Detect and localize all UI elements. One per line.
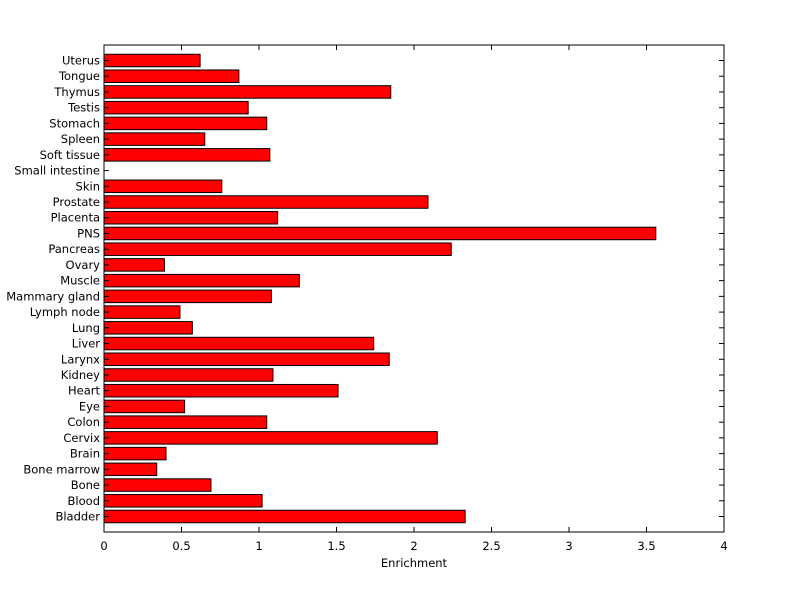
bar-uterus <box>103 53 201 68</box>
bar-cervix <box>103 431 438 445</box>
y-tick-label-colon: Colon <box>67 415 100 429</box>
y-tick-label-testis: Testis <box>67 101 100 115</box>
y-tick-label-mammary-gland: Mammary gland <box>6 289 100 303</box>
y-tick-label-bladder: Bladder <box>55 510 100 524</box>
y-tick-label-uterus: Uterus <box>62 54 100 68</box>
bar-bladder <box>103 509 466 524</box>
x-tick-label-2: 1 <box>255 539 262 553</box>
bar-testis <box>103 100 249 115</box>
x-tick-label-0: 0 <box>100 539 107 553</box>
bar-muscle <box>103 273 300 288</box>
y-tick-label-bone-marrow: Bone marrow <box>23 462 100 476</box>
bar-ovary <box>103 258 165 272</box>
bar-skin <box>103 179 223 194</box>
y-tick-label-liver: Liver <box>72 337 100 351</box>
x-tick-label-8: 4 <box>720 539 727 553</box>
y-tick-label-lung: Lung <box>72 321 100 335</box>
bar-heart <box>103 383 339 398</box>
y-tick-label-kidney: Kidney <box>61 368 100 382</box>
bar-mammary-gland <box>103 289 272 304</box>
bar-brain <box>103 446 167 461</box>
bar-placenta <box>103 210 279 225</box>
y-tick-label-tongue: Tongue <box>58 69 100 83</box>
plot-frame <box>103 44 725 533</box>
y-tick-label-cervix: Cervix <box>63 431 100 445</box>
ticks-group <box>103 45 725 532</box>
y-tick-label-brain: Brain <box>70 447 100 461</box>
y-tick-label-prostate: Prostate <box>53 195 100 209</box>
x-tick-labels-group: 0 0.5 1 1.5 2 2.5 3 3.5 4 <box>100 539 727 553</box>
x-tick-label-7: 3.5 <box>637 539 655 553</box>
y-tick-label-small-intestine: Small intestine <box>14 164 100 178</box>
x-tick-label-4: 2 <box>410 539 417 553</box>
bar-spleen <box>103 132 206 146</box>
y-tick-label-pns: PNS <box>77 226 100 240</box>
bar-kidney <box>103 368 274 382</box>
y-tick-label-stomach: Stomach <box>49 116 100 130</box>
y-tick-label-soft-tissue: Soft tissue <box>40 148 100 162</box>
bar-prostate <box>103 195 429 209</box>
x-axis-title: Enrichment <box>381 556 448 570</box>
bar-larynx <box>103 352 390 367</box>
y-tick-label-thymus: Thymus <box>53 85 100 99</box>
y-tick-label-pancreas: Pancreas <box>48 242 100 256</box>
y-tick-label-ovary: Ovary <box>66 258 101 272</box>
bar-lymph-node <box>103 305 181 319</box>
y-tick-label-larynx: Larynx <box>61 352 100 366</box>
y-tick-label-bone: Bone <box>71 478 100 492</box>
x-tick-label-1: 0.5 <box>172 539 190 553</box>
bar-bone-marrow <box>103 462 158 477</box>
y-tick-label-skin: Skin <box>76 179 100 193</box>
y-tick-label-placenta: Placenta <box>51 211 100 225</box>
bar-tongue <box>103 69 240 83</box>
bar-eye <box>103 399 186 414</box>
y-tick-label-spleen: Spleen <box>61 132 100 146</box>
bar-colon <box>103 415 268 429</box>
x-tick-label-3: 1.5 <box>327 539 345 553</box>
y-tick-label-blood: Blood <box>68 494 100 508</box>
bar-thymus <box>103 85 392 99</box>
bar-bone <box>103 478 212 492</box>
x-tick-label-5: 2.5 <box>482 539 500 553</box>
bar-soft-tissue <box>103 148 271 162</box>
y-tick-label-muscle: Muscle <box>60 274 100 288</box>
y-tick-label-eye: Eye <box>79 399 100 413</box>
y-tick-label-lymph-node: Lymph node <box>30 305 100 319</box>
bar-liver <box>103 336 375 351</box>
bar-pns <box>103 226 657 241</box>
bar-lung <box>103 321 193 335</box>
x-tick-label-6: 3 <box>565 539 572 553</box>
bar-stomach <box>103 116 268 131</box>
bar-pancreas <box>103 242 452 256</box>
bar-blood <box>103 494 263 508</box>
y-tick-label-heart: Heart <box>68 384 100 398</box>
